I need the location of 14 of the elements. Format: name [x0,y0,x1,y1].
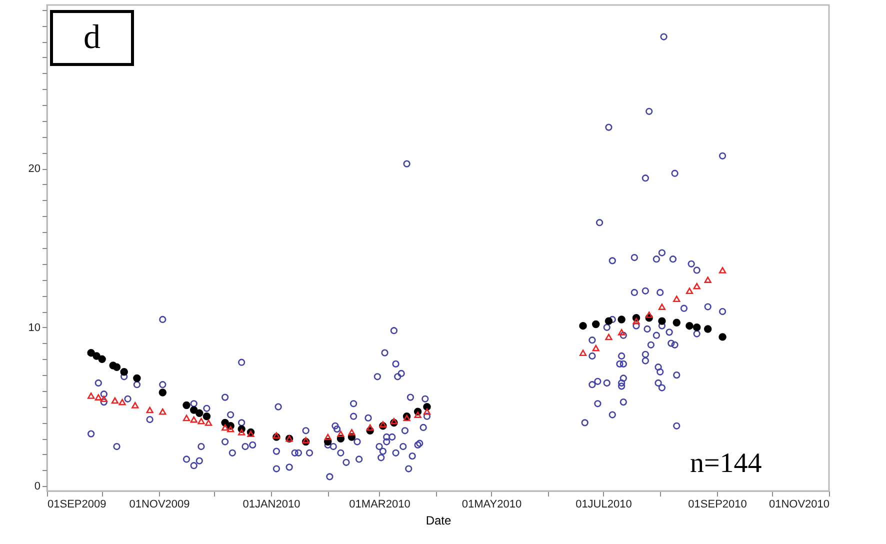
x-tick-label: 01NOV2010 [768,498,830,510]
x-tick-label: 01NOV2009 [129,498,190,510]
x-tick-label: 01MAY2010 [462,498,522,510]
x-tick-label: 01SEP2010 [688,498,747,510]
x-tick-label: 01MAR2010 [349,498,410,510]
panel-letter-box: d [50,10,134,66]
x-tick-label: 01JUL2010 [576,498,632,510]
y-tick-label: 10 [28,322,40,334]
y-tick-label: 20 [28,163,40,176]
annotation: n=144 [690,448,762,480]
y-tick-label: 0 [34,480,40,493]
x-axis-title: Date [426,514,452,528]
x-tick-label: 01JAN2010 [242,498,300,510]
x-tick-label: 01SEP2009 [48,498,106,510]
